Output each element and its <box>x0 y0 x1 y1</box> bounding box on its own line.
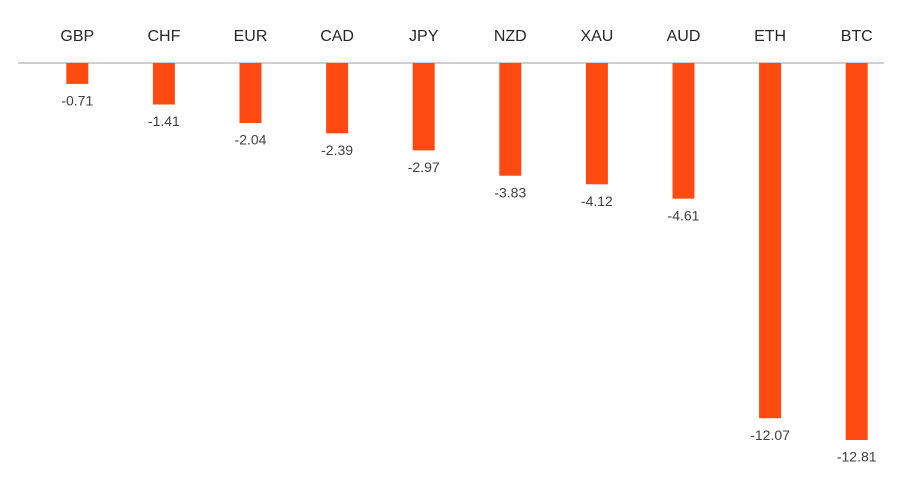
bar <box>412 63 435 151</box>
bar <box>326 63 349 134</box>
bar <box>759 63 782 419</box>
category-label: AUD <box>667 28 701 45</box>
value-label: -12.07 <box>750 427 790 443</box>
value-label: -2.04 <box>235 132 267 148</box>
bar <box>845 63 868 440</box>
value-label: -1.41 <box>148 113 180 129</box>
value-label: -12.81 <box>837 449 877 465</box>
bar <box>499 63 522 176</box>
value-label: -4.12 <box>581 193 613 209</box>
bar <box>66 63 89 84</box>
category-label: NZD <box>494 28 527 45</box>
bar <box>585 63 608 185</box>
value-label: -2.97 <box>408 159 440 175</box>
value-label: -2.39 <box>321 142 353 158</box>
category-label: CAD <box>320 28 354 45</box>
category-label: CHF <box>147 28 180 45</box>
value-label: -0.71 <box>61 93 93 109</box>
category-label: ETH <box>754 28 786 45</box>
category-label: XAU <box>580 28 613 45</box>
category-label: GBP <box>60 28 94 45</box>
bar <box>672 63 695 199</box>
category-label: JPY <box>409 28 439 45</box>
value-label: -3.83 <box>494 184 526 200</box>
category-label: EUR <box>234 28 268 45</box>
category-label: BTC <box>841 28 873 45</box>
bar <box>152 63 175 105</box>
bar <box>239 63 262 124</box>
value-label: -4.61 <box>668 207 700 223</box>
